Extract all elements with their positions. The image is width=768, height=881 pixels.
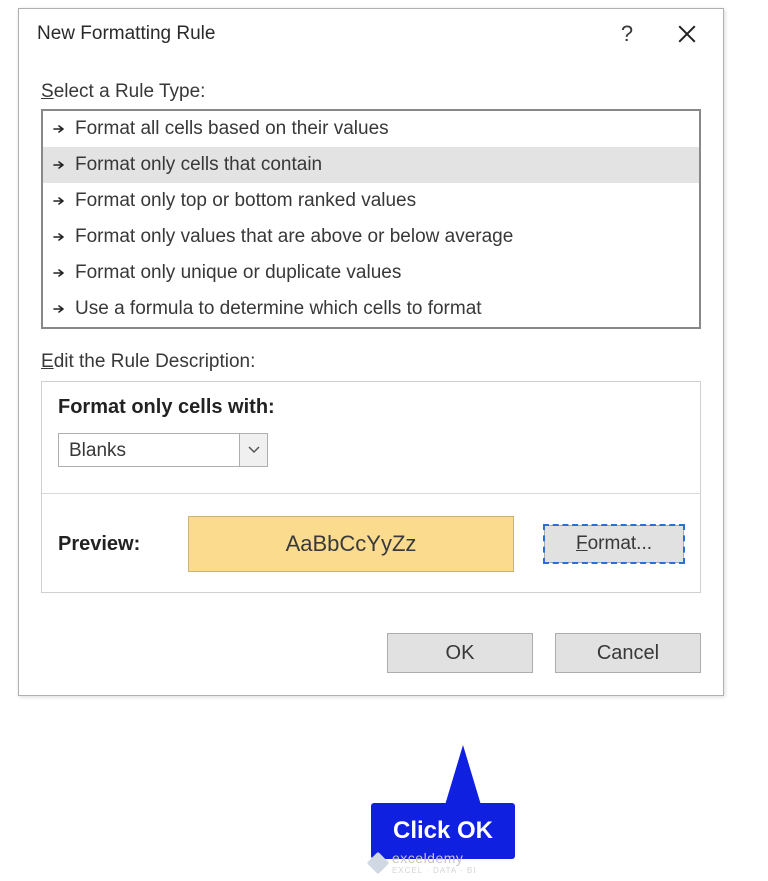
rule-type-label: Format only values that are above or bel… [75,226,513,248]
dialog-title: New Formatting Rule [37,23,597,45]
watermark-tagline: EXCEL · DATA · BI [392,866,476,875]
bullet-arrow-icon [51,268,69,278]
help-button[interactable]: ? [597,10,657,58]
watermark-logo-icon [367,851,390,874]
divider [42,493,700,494]
select-rule-type-label: Select a Rule Type: [41,81,701,103]
new-formatting-rule-dialog: New Formatting Rule ? Select a Rule Type… [18,8,724,696]
rule-type-item[interactable]: Use a formula to determine which cells t… [43,291,699,327]
cancel-button[interactable]: Cancel [555,633,701,673]
rule-type-item[interactable]: Format only values that are above or bel… [43,219,699,255]
bullet-arrow-icon [51,196,69,206]
ok-button[interactable]: OK [387,633,533,673]
rule-type-label: Format all cells based on their values [75,118,389,140]
rule-type-item[interactable]: Format only cells that contain [43,147,699,183]
preview-row: Preview: AaBbCcYyZz Format... [58,516,684,572]
rule-type-label: Format only cells that contain [75,154,322,176]
rule-type-label: Use a formula to determine which cells t… [75,298,482,320]
bullet-arrow-icon [51,232,69,242]
edit-rule-description-label: Edit the Rule Description: [41,351,701,373]
bullet-arrow-icon [51,124,69,134]
chevron-down-icon [239,434,267,466]
rule-type-label: Format only top or bottom ranked values [75,190,416,212]
close-icon [678,25,696,43]
callout-arrow-icon [445,745,481,805]
rule-description-panel: Format only cells with: Blanks Preview: … [41,381,701,593]
dialog-footer: OK Cancel [19,615,723,695]
callout: Click OK [358,745,528,859]
rule-type-label: Format only unique or duplicate values [75,262,401,284]
rule-type-item[interactable]: Format only top or bottom ranked values [43,183,699,219]
dialog-body: Select a Rule Type: Format all cells bas… [19,59,723,615]
format-only-cells-with-label: Format only cells with: [58,396,684,419]
titlebar: New Formatting Rule ? [19,9,723,59]
preview-swatch: AaBbCcYyZz [188,516,514,572]
rule-type-list: Format all cells based on their values Fo… [41,109,701,329]
rule-type-item[interactable]: Format only unique or duplicate values [43,255,699,291]
watermark-brand: exceldemy [392,850,463,866]
bullet-arrow-icon [51,160,69,170]
watermark: exceldemy EXCEL · DATA · BI [370,850,476,875]
close-button[interactable] [657,10,717,58]
bullet-arrow-icon [51,304,69,314]
format-button[interactable]: Format... [544,525,684,563]
preview-label: Preview: [58,533,158,556]
condition-dropdown[interactable]: Blanks [58,433,268,467]
rule-type-item[interactable]: Format all cells based on their values [43,111,699,147]
condition-dropdown-value: Blanks [59,434,239,466]
preview-sample-text: AaBbCcYyZz [286,531,417,557]
